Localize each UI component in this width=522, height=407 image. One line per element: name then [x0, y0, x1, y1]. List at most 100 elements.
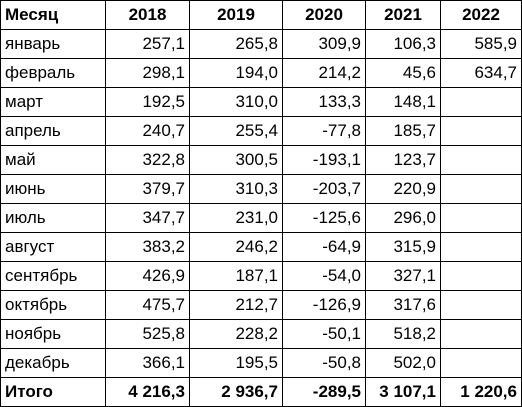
value-cell-2019[interactable]: 212,7 [189, 290, 283, 320]
table-row: октябрь 475,7 212,7 -126,9 317,6 [0, 290, 522, 320]
value-cell-2018[interactable]: 366,1 [105, 348, 190, 378]
value-cell-2019[interactable]: 187,1 [189, 261, 283, 291]
table-row: август 383,2 246,2 -64,9 315,9 [0, 232, 522, 262]
month-cell[interactable]: август [0, 232, 106, 262]
value-cell-2018[interactable]: 383,2 [105, 232, 190, 262]
total-cell-2022[interactable]: 1 220,6 [440, 377, 522, 407]
header-row: Месяц 2018 2019 2020 2021 2022 [0, 0, 522, 30]
value-cell-2020[interactable]: -193,1 [282, 145, 366, 175]
month-cell[interactable]: март [0, 87, 106, 117]
table-row: январь 257,1 265,8 309,9 106,3 585,9 [0, 29, 522, 59]
value-cell-2018[interactable]: 525,8 [105, 319, 190, 349]
value-cell-2019[interactable]: 255,4 [189, 116, 283, 146]
total-cell-2021[interactable]: 3 107,1 [365, 377, 441, 407]
value-cell-2018[interactable]: 347,7 [105, 203, 190, 233]
value-cell-2021[interactable]: 518,2 [365, 319, 441, 349]
value-cell-2021[interactable]: 45,6 [365, 58, 441, 88]
value-cell-2022[interactable]: 634,7 [440, 58, 522, 88]
table-row: июль 347,7 231,0 -125,6 296,0 [0, 203, 522, 233]
total-cell-2018[interactable]: 4 216,3 [105, 377, 190, 407]
table-row: май 322,8 300,5 -193,1 123,7 [0, 145, 522, 175]
total-label-cell[interactable]: Итого [0, 377, 106, 407]
value-cell-2020[interactable]: -77,8 [282, 116, 366, 146]
value-cell-2020[interactable]: 309,9 [282, 29, 366, 59]
value-cell-2021[interactable]: 502,0 [365, 348, 441, 378]
header-cell-2018[interactable]: 2018 [105, 0, 190, 30]
table-body: январь 257,1 265,8 309,9 106,3 585,9 февраль 29… [0, 29, 522, 378]
value-cell-2019[interactable]: 194,0 [189, 58, 283, 88]
value-cell-2021[interactable]: 315,9 [365, 232, 441, 262]
value-cell-2019[interactable]: 246,2 [189, 232, 283, 262]
table-row: март 192,5 310,0 133,3 148,1 [0, 87, 522, 117]
month-cell[interactable]: май [0, 145, 106, 175]
value-cell-2020[interactable]: 214,2 [282, 58, 366, 88]
value-cell-2022[interactable]: 585,9 [440, 29, 522, 59]
value-cell-2021[interactable]: 220,9 [365, 174, 441, 204]
value-cell-2019[interactable]: 310,3 [189, 174, 283, 204]
value-cell-2018[interactable]: 426,9 [105, 261, 190, 291]
total-cell-2019[interactable]: 2 936,7 [189, 377, 283, 407]
value-cell-2021[interactable]: 296,0 [365, 203, 441, 233]
value-cell-2018[interactable]: 257,1 [105, 29, 190, 59]
value-cell-2022[interactable] [440, 348, 522, 378]
month-cell[interactable]: ноябрь [0, 319, 106, 349]
value-cell-2021[interactable]: 327,1 [365, 261, 441, 291]
value-cell-2022[interactable] [440, 145, 522, 175]
table-row: ноябрь 525,8 228,2 -50,1 518,2 [0, 319, 522, 349]
month-cell[interactable]: октябрь [0, 290, 106, 320]
value-cell-2018[interactable]: 192,5 [105, 87, 190, 117]
month-cell[interactable]: декабрь [0, 348, 106, 378]
month-cell[interactable]: сентябрь [0, 261, 106, 291]
month-cell[interactable]: апрель [0, 116, 106, 146]
value-cell-2020[interactable]: -125,6 [282, 203, 366, 233]
table-row: июнь 379,7 310,3 -203,7 220,9 [0, 174, 522, 204]
month-cell[interactable]: июнь [0, 174, 106, 204]
table-row: февраль 298,1 194,0 214,2 45,6 634,7 [0, 58, 522, 88]
month-cell[interactable]: январь [0, 29, 106, 59]
value-cell-2019[interactable]: 310,0 [189, 87, 283, 117]
value-cell-2021[interactable]: 185,7 [365, 116, 441, 146]
value-cell-2018[interactable]: 298,1 [105, 58, 190, 88]
value-cell-2020[interactable]: 133,3 [282, 87, 366, 117]
value-cell-2021[interactable]: 106,3 [365, 29, 441, 59]
value-cell-2018[interactable]: 240,7 [105, 116, 190, 146]
table-row: апрель 240,7 255,4 -77,8 185,7 [0, 116, 522, 146]
value-cell-2018[interactable]: 475,7 [105, 290, 190, 320]
value-cell-2020[interactable]: -126,9 [282, 290, 366, 320]
header-cell-2019[interactable]: 2019 [189, 0, 283, 30]
header-cell-2020[interactable]: 2020 [282, 0, 366, 30]
value-cell-2021[interactable]: 148,1 [365, 87, 441, 117]
month-cell[interactable]: июль [0, 203, 106, 233]
total-row: Итого 4 216,3 2 936,7 -289,5 3 107,1 1 2… [0, 377, 522, 407]
value-cell-2018[interactable]: 322,8 [105, 145, 190, 175]
value-cell-2020[interactable]: -54,0 [282, 261, 366, 291]
value-cell-2021[interactable]: 317,6 [365, 290, 441, 320]
value-cell-2018[interactable]: 379,7 [105, 174, 190, 204]
month-cell[interactable]: февраль [0, 58, 106, 88]
table-row: сентябрь 426,9 187,1 -54,0 327,1 [0, 261, 522, 291]
value-cell-2020[interactable]: -203,7 [282, 174, 366, 204]
table-row: декабрь 366,1 195,5 -50,8 502,0 [0, 348, 522, 378]
value-cell-2019[interactable]: 195,5 [189, 348, 283, 378]
value-cell-2022[interactable] [440, 290, 522, 320]
value-cell-2020[interactable]: -64,9 [282, 232, 366, 262]
header-cell-2022[interactable]: 2022 [440, 0, 522, 30]
value-cell-2022[interactable] [440, 203, 522, 233]
total-cell-2020[interactable]: -289,5 [282, 377, 366, 407]
value-cell-2019[interactable]: 228,2 [189, 319, 283, 349]
value-cell-2022[interactable] [440, 87, 522, 117]
value-cell-2020[interactable]: -50,1 [282, 319, 366, 349]
value-cell-2022[interactable] [440, 232, 522, 262]
value-cell-2022[interactable] [440, 261, 522, 291]
header-cell-month[interactable]: Месяц [0, 0, 106, 30]
value-cell-2019[interactable]: 231,0 [189, 203, 283, 233]
value-cell-2019[interactable]: 300,5 [189, 145, 283, 175]
value-cell-2022[interactable] [440, 174, 522, 204]
value-cell-2021[interactable]: 123,7 [365, 145, 441, 175]
value-cell-2022[interactable] [440, 319, 522, 349]
header-cell-2021[interactable]: 2021 [365, 0, 441, 30]
value-cell-2022[interactable] [440, 116, 522, 146]
value-cell-2020[interactable]: -50,8 [282, 348, 366, 378]
value-cell-2019[interactable]: 265,8 [189, 29, 283, 59]
